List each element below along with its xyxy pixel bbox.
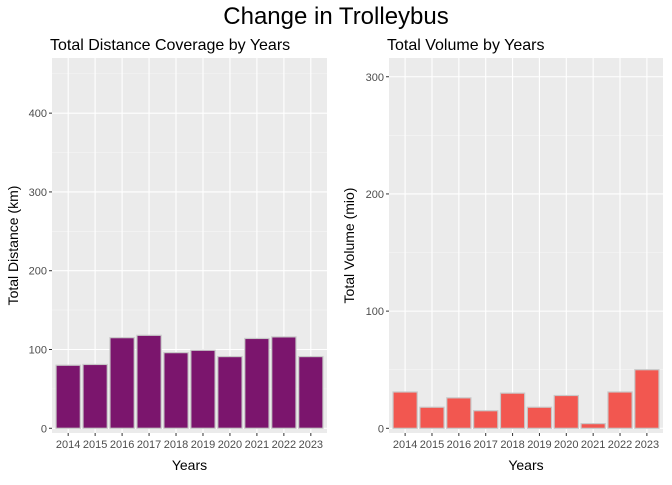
volume-x-axis-title: Years	[508, 457, 543, 473]
distance-bar-2021	[244, 337, 270, 429]
volume-y-tick-label: 200	[366, 189, 384, 201]
distance-x-tick-label: 2017	[137, 439, 161, 451]
volume-x-tick-label: 2018	[500, 439, 524, 451]
distance-y-tick-label: 300	[29, 187, 47, 199]
distance-y-tick-label: 400	[29, 108, 47, 120]
distance-bar-2019	[190, 349, 216, 429]
volume-bar-2017	[473, 410, 499, 429]
distance-bar-2014	[55, 364, 81, 429]
distance-y-tick-label: 200	[29, 266, 47, 278]
distance-bar-2020	[217, 355, 243, 429]
volume-panel-background	[389, 58, 663, 433]
volume-bar-2022	[607, 391, 633, 429]
volume-x-tick-label: 2020	[554, 439, 578, 451]
distance-bar-2015	[82, 363, 108, 429]
distance-x-tick-label: 2019	[191, 439, 215, 451]
volume-y-axis-title: Total Volume (mio)	[341, 188, 357, 304]
volume-x-tick-label: 2019	[527, 439, 551, 451]
volume-bar-2015	[419, 406, 445, 429]
distance-bar-2022	[271, 336, 297, 429]
distance-x-tick-label: 2015	[83, 439, 107, 451]
volume-bar-2020	[553, 394, 579, 429]
volume-bar-2014	[392, 391, 418, 429]
distance-x-tick-label: 2016	[110, 439, 134, 451]
distance-y-tick-label: 0	[41, 423, 47, 435]
volume-x-tick-label: 2021	[581, 439, 605, 451]
volume-bar-2016	[446, 397, 472, 429]
distance-x-tick-label: 2020	[218, 439, 242, 451]
distance-y-axis-title: Total Distance (km)	[5, 186, 21, 306]
distance-bar-2016	[109, 337, 135, 429]
volume-bar-2023	[634, 369, 660, 429]
distance-bar-2018	[163, 352, 189, 429]
distance-bar-2017	[136, 334, 162, 429]
distance-y-tick-label: 100	[29, 344, 47, 356]
volume-x-tick-label: 2022	[608, 439, 632, 451]
main-title: Change in Trolleybus	[223, 3, 448, 30]
distance-x-tick-label: 2021	[245, 439, 269, 451]
volume-y-tick-label: 100	[366, 306, 384, 318]
volume-x-tick-label: 2023	[635, 439, 659, 451]
volume-x-tick-label: 2016	[447, 439, 471, 451]
distance-x-tick-label: 2023	[299, 439, 323, 451]
distance-bar-2023	[298, 355, 324, 429]
volume-x-tick-label: 2014	[393, 439, 417, 451]
volume-x-tick-label: 2017	[473, 439, 497, 451]
volume-y-tick-label: 0	[378, 423, 384, 435]
volume-bar-2018	[499, 392, 526, 429]
distance-x-tick-label: 2018	[164, 439, 188, 451]
volume-bar-2019	[526, 406, 553, 429]
distance-x-tick-label: 2014	[56, 439, 80, 451]
volume-y-tick-label: 300	[366, 72, 384, 84]
volume-bar-2021	[580, 423, 606, 429]
distance-panel-title: Total Distance Coverage by Years	[50, 37, 290, 54]
distance-x-axis-title: Years	[172, 457, 207, 473]
volume-x-tick-label: 2015	[420, 439, 444, 451]
volume-panel-title: Total Volume by Years	[387, 37, 544, 54]
distance-x-tick-label: 2022	[272, 439, 296, 451]
